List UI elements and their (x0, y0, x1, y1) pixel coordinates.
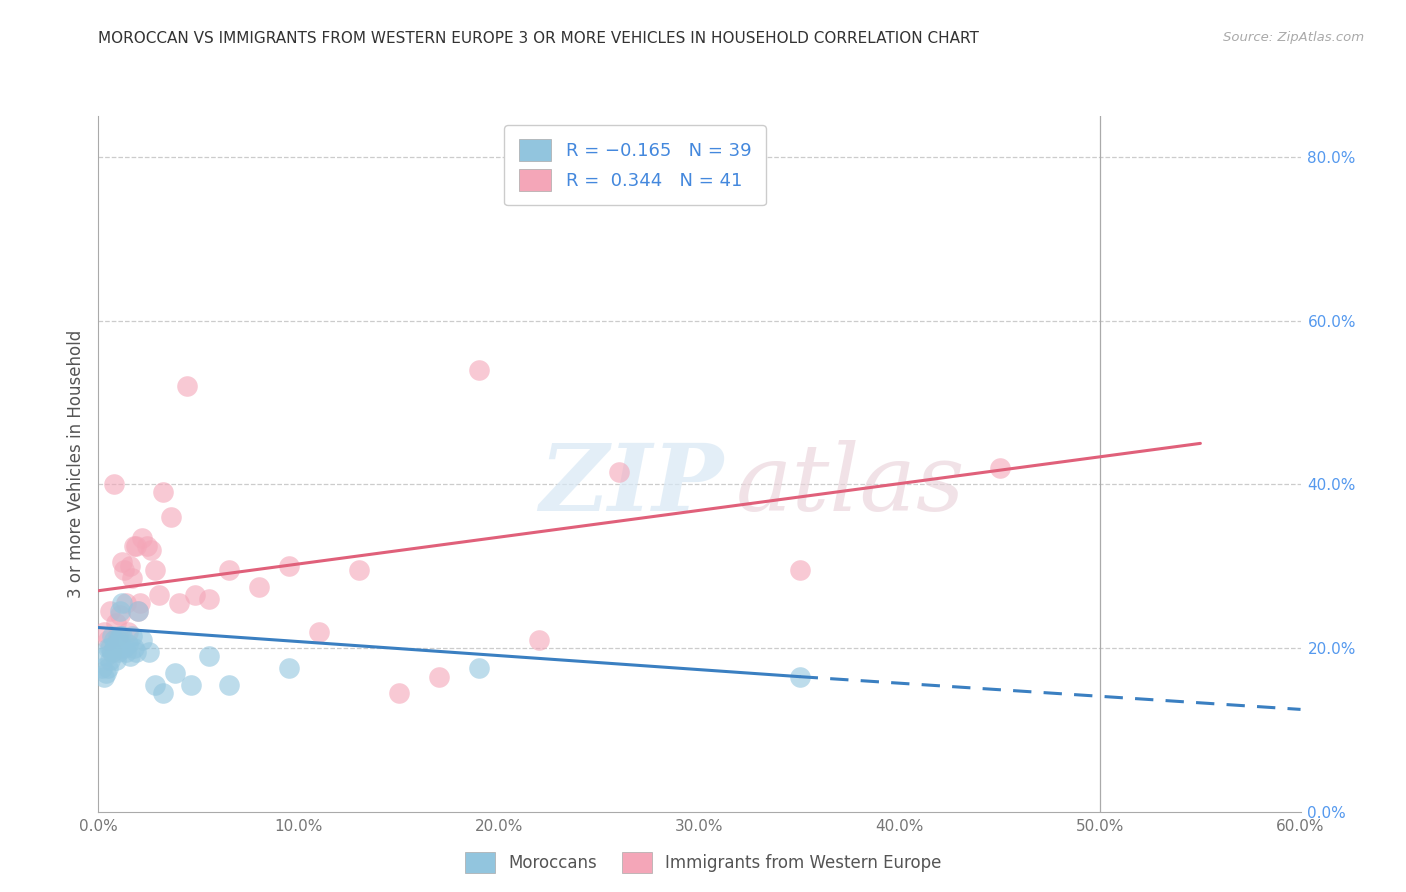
Point (163, 665, 186, 680)
Point (100, 604, 122, 618)
Point (129, 596, 152, 610)
Legend: R = −0.165   N = 39, R =  0.344   N = 41: R = −0.165 N = 39, R = 0.344 N = 41 (505, 125, 766, 205)
Point (247, 580, 270, 594)
Point (105, 637, 128, 651)
Point (101, 645, 124, 659)
Point (111, 629, 134, 643)
Point (135, 539, 157, 553)
Point (125, 645, 148, 659)
Point (121, 629, 143, 643)
Point (100, 653, 122, 667)
Point (277, 661, 299, 675)
Text: MOROCCAN VS IMMIGRANTS FROM WESTERN EUROPE 3 OR MORE VEHICLES IN HOUSEHOLD CORRE: MOROCCAN VS IMMIGRANTS FROM WESTERN EURO… (98, 31, 980, 46)
Point (148, 588, 170, 602)
Point (111, 596, 134, 610)
Point (180, 678, 202, 692)
Point (114, 640, 136, 655)
Point (138, 645, 160, 659)
Point (152, 485, 174, 500)
Point (110, 608, 132, 623)
Point (96, 665, 118, 680)
Point (97, 632, 120, 647)
Point (103, 632, 125, 647)
Point (115, 596, 138, 610)
Point (152, 686, 174, 700)
Text: ZIP: ZIP (540, 440, 724, 530)
Point (124, 539, 146, 553)
Point (100, 640, 122, 655)
Point (277, 559, 299, 574)
Point (167, 596, 190, 610)
Point (124, 640, 146, 655)
Point (125, 539, 148, 553)
Point (107, 629, 129, 643)
Text: Source: ZipAtlas.com: Source: ZipAtlas.com (1223, 31, 1364, 45)
Point (197, 649, 219, 664)
Point (218, 678, 240, 692)
Point (107, 632, 129, 647)
Point (388, 686, 411, 700)
Point (120, 559, 142, 574)
Point (115, 645, 138, 659)
Point (114, 563, 136, 577)
Point (96, 649, 118, 664)
Point (176, 379, 198, 393)
Point (101, 629, 124, 643)
Point (789, 670, 811, 684)
Point (93, 670, 115, 684)
Point (159, 510, 181, 524)
Point (128, 604, 150, 618)
Point (128, 604, 150, 618)
Point (97, 640, 120, 655)
Point (308, 624, 330, 639)
Point (609, 465, 631, 479)
Point (468, 362, 491, 376)
Point (110, 629, 132, 643)
Point (143, 563, 166, 577)
Point (117, 624, 139, 639)
Point (97, 661, 120, 675)
Point (988, 461, 1011, 475)
Point (131, 632, 153, 647)
Point (427, 670, 450, 684)
Point (91, 661, 114, 675)
Point (143, 678, 166, 692)
Point (529, 632, 551, 647)
Point (103, 640, 125, 655)
Point (347, 563, 370, 577)
Point (120, 649, 142, 664)
Text: atlas: atlas (735, 440, 965, 530)
Point (218, 563, 240, 577)
Point (111, 555, 134, 569)
Point (139, 542, 162, 557)
Point (105, 616, 128, 631)
Point (131, 531, 153, 545)
Point (121, 571, 143, 585)
Point (93, 624, 115, 639)
Point (107, 645, 129, 659)
Point (101, 645, 124, 659)
Y-axis label: 3 or more Vehicles in Household: 3 or more Vehicles in Household (66, 330, 84, 598)
Point (103, 477, 125, 491)
Point (105, 653, 128, 667)
Point (117, 637, 139, 651)
Point (183, 588, 205, 602)
Point (197, 591, 219, 606)
Point (789, 563, 811, 577)
Point (468, 661, 491, 675)
Point (110, 604, 132, 618)
Legend: Moroccans, Immigrants from Western Europe: Moroccans, Immigrants from Western Europ… (458, 846, 948, 880)
